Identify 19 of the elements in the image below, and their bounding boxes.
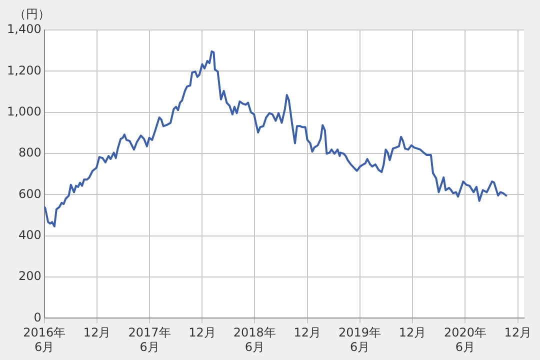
x-tick-label: 2016年 6月	[23, 326, 66, 354]
x-tick-label: 12月	[188, 326, 216, 340]
x-tick-label: 12月	[83, 326, 111, 340]
x-tick-label: 2020年 6月	[444, 326, 487, 354]
y-tick-label: 1,000	[6, 104, 42, 118]
x-tick-label: 2019年 6月	[338, 326, 382, 354]
x-tick-label: 2017年 6月	[128, 326, 171, 354]
x-tick-label: 12月	[294, 326, 322, 340]
y-tick-label: 400	[18, 228, 42, 242]
y-tick-label: 1,400	[6, 22, 42, 36]
y-tick-label: 200	[18, 269, 42, 284]
y-tick-label: 0	[34, 310, 42, 324]
x-tick-label: 12月	[398, 326, 426, 340]
y-tick-label: 800	[18, 146, 42, 160]
x-tick-label: 12月	[504, 326, 532, 340]
y-tick-label: 600	[18, 186, 42, 201]
y-axis-title: （円）	[14, 6, 50, 23]
x-tick-label: 2018年 6月	[233, 326, 276, 354]
y-tick-label: 1,200	[6, 63, 42, 78]
